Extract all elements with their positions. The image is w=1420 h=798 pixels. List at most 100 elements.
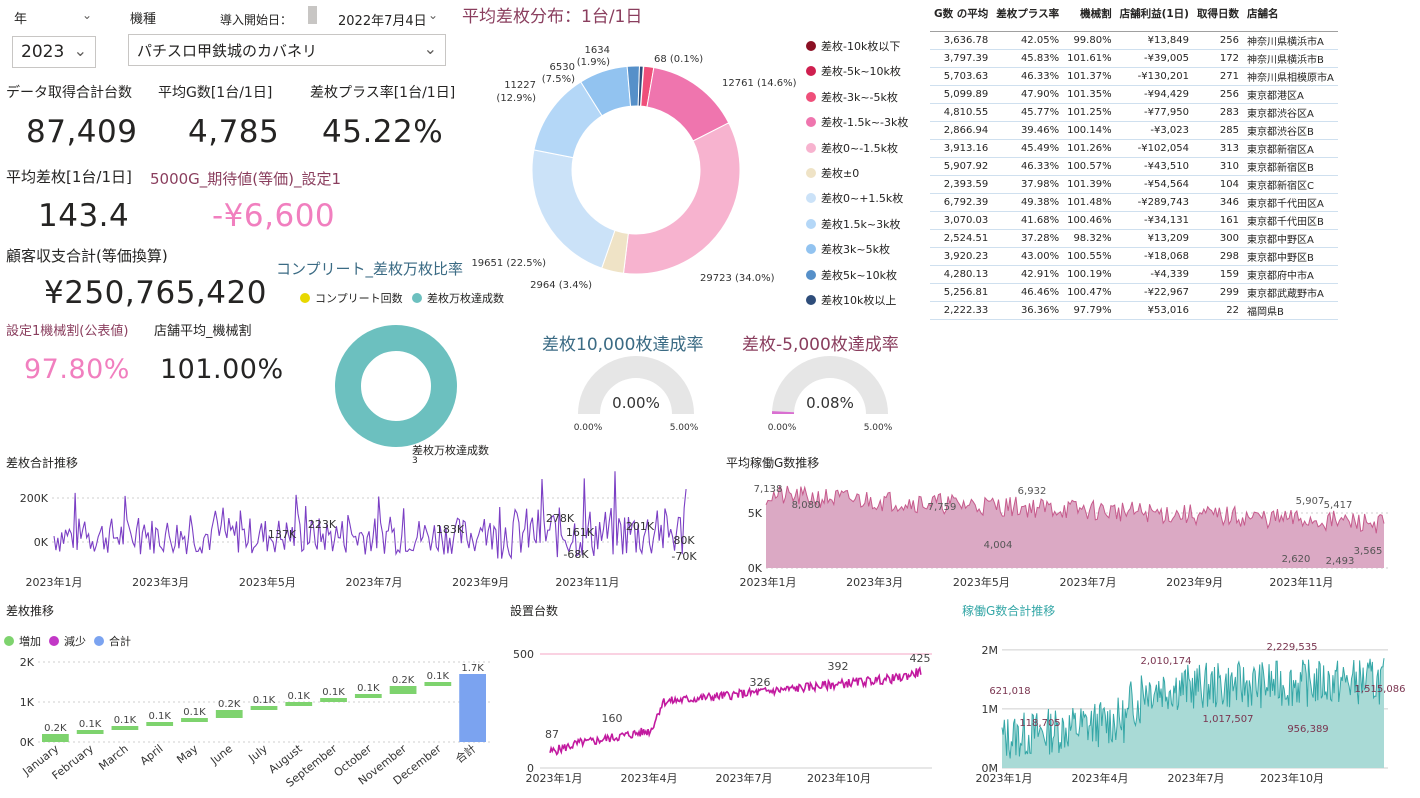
waterfall-chart[interactable]: 2K1K0K0.2KJanuary0.1KFebruary0.1KMarch0.… — [0, 652, 500, 798]
table-cell: -¥3,023 — [1115, 121, 1193, 140]
store-table-column-header[interactable]: G数 の平均 — [934, 8, 989, 20]
y-tick-label: 0M — [982, 762, 999, 775]
waterfall-bar[interactable] — [146, 722, 174, 726]
data-label: 5,417 — [1324, 500, 1353, 511]
g-total-chart[interactable]: 2M 1M 0M 621,018 118,705 2,010,174 1,017,507 95… — [956, 628, 1420, 798]
waterfall-bar[interactable] — [181, 718, 208, 722]
start-date-value[interactable]: 2022年7月4日 — [338, 14, 427, 29]
waterfall-legend-label: 増加 — [19, 635, 41, 648]
table-row[interactable]: 5,907.92 46.33% 100.57% -¥43,510 310 東京都新宿区B — [930, 157, 1338, 176]
installed-chart[interactable]: 500 0 87 160 326 392 425 2023年1月 2023年4月 2023年7月 2… — [506, 640, 936, 798]
distribution-legend-item[interactable]: 差枚-1.5k~-3k枚 — [806, 114, 908, 130]
donut-slice[interactable] — [637, 65, 644, 107]
waterfall-bar[interactable] — [42, 734, 69, 742]
date-slider-handle[interactable] — [308, 6, 317, 24]
distribution-legend-item[interactable]: 差枚-5k~10k枚 — [806, 63, 901, 79]
distribution-legend-item[interactable]: 差枚5k~10k枚 — [806, 267, 897, 283]
table-cell: 101.37% — [1063, 67, 1116, 86]
gauge-minus5000[interactable]: 0.08% 0.00% 5.00% — [764, 352, 896, 434]
complete-ratio-title: コンプリート_差枚万枚比率 — [276, 260, 464, 278]
complete-ratio-donut[interactable] — [330, 318, 480, 468]
year-dropdown[interactable]: 2023 ⌄ — [12, 36, 96, 68]
waterfall-bar[interactable] — [389, 686, 417, 694]
table-cell: 3,797.39 — [930, 49, 993, 68]
waterfall-bar[interactable] — [424, 682, 452, 686]
table-row[interactable]: 3,913.16 45.49% 101.26% -¥102,054 313 東京都新宿区A — [930, 139, 1338, 158]
distribution-legend-item[interactable]: 差枚-3k~-5k枚 — [806, 89, 898, 105]
table-row[interactable]: 6,792.39 49.38% 101.48% -¥289,743 346 東京都千代田区… — [930, 193, 1338, 212]
table-row[interactable]: 3,920.23 43.00% 100.55% -¥18,068 298 東京都中野区B — [930, 247, 1338, 266]
data-label: 2,229,535 — [1267, 642, 1318, 653]
waterfall-bar[interactable] — [354, 694, 382, 698]
avg-g-series[interactable] — [765, 485, 1385, 534]
avg-g-chart[interactable]: 5K 0K 7,138 8,080 7,759 6,932 4,004 5,907 5,417 2… — [720, 470, 1420, 592]
table-cell: 49.38% — [992, 193, 1064, 212]
waterfall-bar[interactable] — [459, 674, 486, 742]
legend-dot-icon — [4, 636, 14, 646]
waterfall-legend-label: 減少 — [64, 635, 86, 648]
machine-dropdown[interactable]: パチスロ甲鉄城のカバネリ ⌄ — [128, 34, 446, 66]
complete-ratio-label-name: 差枚万枚達成数 — [412, 444, 489, 457]
distribution-legend-item[interactable]: 差枚1.5k~3k枚 — [806, 216, 900, 232]
year-collapse-chevron-icon[interactable]: ⌄ — [82, 8, 93, 22]
store-table-column-header[interactable]: 差枚プラス率 — [996, 8, 1060, 20]
distribution-legend-item[interactable]: 差枚3k~5k枚 — [806, 241, 890, 257]
waterfall-legend-item[interactable]: 減少 — [49, 635, 86, 648]
table-cell: 3,920.23 — [930, 247, 993, 266]
waterfall-bar[interactable] — [111, 726, 139, 730]
table-cell: 256 — [1192, 85, 1243, 104]
store-table-column-header[interactable]: 店舗名 — [1246, 8, 1279, 20]
table-cell: 2,393.59 — [930, 175, 993, 194]
distribution-legend-item[interactable]: 差枚10k枚以上 — [806, 292, 896, 308]
x-tick-label: 合計 — [453, 741, 479, 766]
table-row[interactable]: 5,256.81 46.46% 100.47% -¥22,967 299 東京都武蔵野市A — [930, 283, 1338, 302]
diff-total-series[interactable] — [53, 471, 687, 560]
donut-slice-label: (1.9%) — [577, 57, 610, 68]
table-row[interactable]: 5,099.89 47.90% 101.35% -¥94,429 256 東京都港区A — [930, 85, 1338, 104]
table-row[interactable]: 5,703.63 46.33% 101.37% -¥130,201 271 神奈川県相模原… — [930, 67, 1338, 86]
donut-slice[interactable] — [531, 149, 616, 269]
data-label: 2,010,174 — [1141, 656, 1192, 667]
distribution-legend-item[interactable]: 差枚-10k枚以下 — [806, 38, 900, 54]
store-table-column-header[interactable]: 取得日数 — [1196, 8, 1239, 20]
installed-series[interactable] — [549, 666, 922, 757]
waterfall-bar[interactable] — [320, 698, 347, 702]
table-row[interactable]: 4,810.55 45.77% 101.25% -¥77,950 283 東京都渋谷区A — [930, 103, 1338, 122]
table-row[interactable]: 4,280.13 42.91% 100.19% -¥4,339 159 東京都府中市A — [930, 265, 1338, 284]
table-row[interactable]: 2,866.94 39.46% 100.14% -¥3,023 285 東京都渋谷区B — [930, 121, 1338, 140]
donut-slice-label: 19651 (22.5%) — [471, 258, 546, 269]
distribution-legend-item[interactable]: 差枚0~+1.5k枚 — [806, 190, 903, 206]
table-cell: 神奈川県相模原市A — [1242, 67, 1338, 86]
store-table-column-header[interactable]: 機械割 — [1080, 8, 1112, 20]
setting1-rate-value: 97.80% — [24, 354, 130, 385]
data-label: 5,907 — [1296, 496, 1325, 507]
gauge-max-label: 5.00% — [670, 423, 699, 433]
table-cell: 101.61% — [1063, 49, 1116, 68]
waterfall-bar[interactable] — [76, 730, 104, 734]
waterfall-bar[interactable] — [250, 706, 278, 710]
year-filter-label: 年 — [14, 12, 28, 27]
waterfall-legend-item[interactable]: 合計 — [94, 635, 131, 648]
table-row[interactable]: 2,524.51 37.28% 98.32% ¥13,209 300 東京都中野区A — [930, 229, 1338, 248]
distribution-donut-chart[interactable]: 68 (0.1%) 12761 (14.6%) 29723 (34.0%) 2964 … — [460, 30, 806, 300]
distribution-legend-item[interactable]: 差枚±0 — [806, 165, 859, 181]
table-row[interactable]: 3,636.78 42.05% 99.80% ¥13,849 256 神奈川県横浜市A — [930, 31, 1338, 50]
legend-dot-icon — [806, 91, 816, 102]
waterfall-legend-item[interactable]: 増加 — [4, 635, 41, 648]
waterfall-bar[interactable] — [285, 702, 313, 706]
g-total-series[interactable] — [1001, 658, 1385, 759]
distribution-legend-item[interactable]: 差枚0~-1.5k枚 — [806, 140, 898, 156]
table-row[interactable]: 2,393.59 37.98% 101.39% -¥54,564 104 東京都新宿区C — [930, 175, 1338, 194]
table-row[interactable]: 3,797.39 45.83% 101.61% -¥39,005 172 神奈川県横浜市B — [930, 49, 1338, 68]
store-table-column-header[interactable]: 店舗利益(1日) — [1119, 8, 1189, 20]
gauge-10000[interactable]: 0.00% 0.00% 5.00% — [570, 352, 702, 434]
distribution-legend-label: 差枚0~+1.5k枚 — [821, 192, 904, 206]
table-row[interactable]: 2,222.33 36.36% 97.79% ¥53,016 22 福岡県B — [930, 301, 1338, 320]
x-tick-label: 2023年11月 — [555, 575, 619, 589]
legend-dot-icon — [806, 193, 816, 204]
table-row[interactable]: 3,070.03 41.68% 100.46% -¥34,131 161 東京都千代田区B — [930, 211, 1338, 230]
date-chevron-down-icon[interactable]: ⌄ — [428, 8, 439, 22]
donut-slice[interactable] — [622, 122, 741, 275]
waterfall-bar[interactable] — [215, 710, 243, 718]
